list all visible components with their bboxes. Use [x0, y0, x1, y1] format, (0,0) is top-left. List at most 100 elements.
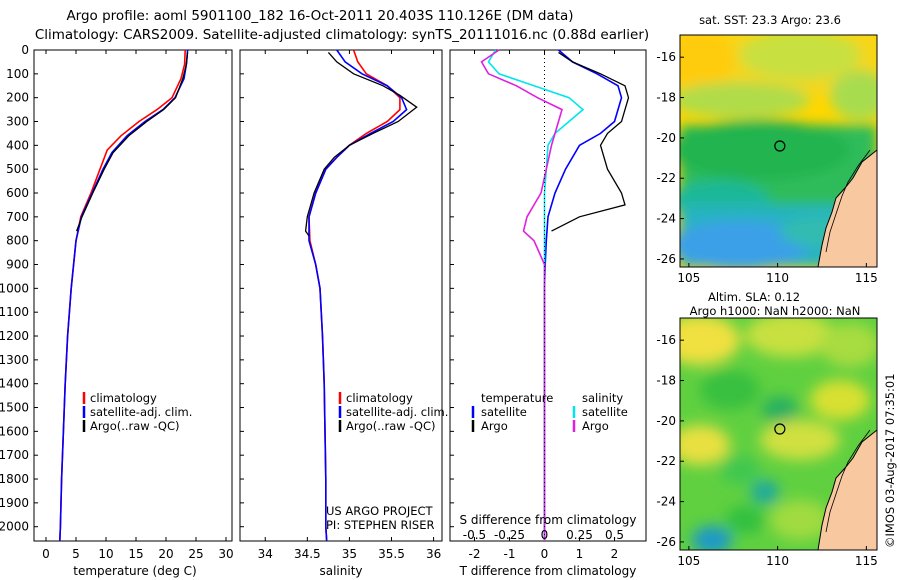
difference-plot: -2 -1 0 1 2 -0.5 -0.25 0 0.25 0.5 [463, 49, 630, 561]
depth-tick-label: 1500 [0, 401, 29, 415]
lat-tick-label: -26 [656, 535, 676, 549]
series-line-1 [551, 51, 630, 232]
series-line-3 [480, 49, 563, 541]
depth-tick-label: 300 [6, 115, 29, 129]
depth-tick-label: 1300 [0, 353, 29, 367]
legend-heading-temperature: temperature [481, 391, 553, 405]
s-tick-label: 0 [541, 528, 549, 542]
depth-tick-label: 0 [21, 43, 29, 57]
legend-label-s-satellite: satellite [582, 405, 628, 419]
x-tick-label: 15 [128, 547, 143, 561]
sla-map [680, 318, 877, 550]
x-tick-label: 25 [188, 547, 203, 561]
x-tick-label: -2 [469, 547, 481, 561]
series-line-1 [59, 49, 189, 542]
argo-float-marker [774, 423, 786, 435]
legend-label-argo: Argo(..raw -QC) [90, 419, 180, 433]
lat-tick-label: -18 [656, 374, 676, 388]
series-line-1 [308, 49, 408, 542]
legend-label-satellite: satellite-adj. clim. [346, 405, 448, 419]
x-tick-label: 35.5 [378, 547, 405, 561]
legend-label-t-argo: Argo [481, 419, 508, 433]
x-tick-label: 10 [98, 547, 113, 561]
lat-tick-label: -20 [656, 131, 676, 145]
lat-tick-label: -24 [656, 495, 676, 509]
sla-map-title: Altim. SLA: 0.12 [708, 290, 800, 304]
land-mass [817, 149, 877, 267]
x-tick-label: 35 [342, 547, 357, 561]
x-tick-label: 20 [158, 547, 173, 561]
legend-label-climatology: climatology [90, 391, 157, 405]
difference-xlabel-s: S difference from climatology [460, 513, 637, 527]
legend-label-satellite: satellite-adj. clim. [90, 405, 192, 419]
copyright-label: ©IMOS 03-Aug-2017 07:35:01 [883, 373, 897, 548]
legend-label-s-argo: Argo [582, 419, 609, 433]
x-tick-label: 34 [258, 547, 273, 561]
difference-panel-frame [449, 49, 647, 542]
temperature-panel-frame [33, 49, 233, 542]
x-tick-label: 30 [218, 547, 233, 561]
salinity-panel-frame [239, 49, 443, 542]
salinity-xlabel: salinity [319, 564, 362, 578]
s-tick-label: 0.25 [566, 528, 593, 542]
s-tick-label: 0.5 [605, 528, 624, 542]
temperature-xlabel: temperature (deg C) [73, 564, 196, 578]
depth-tick-label: 500 [6, 162, 29, 176]
sla-map-axes: 105 110 115 -16 -18 -20 -22 -24 -26 [656, 333, 877, 568]
depth-tick-label: 700 [6, 210, 29, 224]
x-tick-label: 5 [72, 547, 80, 561]
series-line-2 [75, 52, 189, 232]
depth-tick-label: 1200 [0, 329, 29, 343]
x-tick-label: 36 [426, 547, 441, 561]
depth-tick-label: 1700 [0, 448, 29, 462]
depth-tick-label: 200 [6, 91, 29, 105]
lat-tick-label: -16 [656, 50, 676, 64]
lat-tick-label: -20 [656, 414, 676, 428]
lon-tick-label: 110 [766, 554, 789, 568]
legend-label-t-satellite: satellite [481, 405, 527, 419]
depth-tick-label: 2000 [0, 520, 29, 534]
project-annotation: US ARGO PROJECT [326, 504, 434, 518]
lat-tick-label: -22 [656, 171, 676, 185]
x-tick-label: 0 [541, 547, 549, 561]
lon-tick-label: 105 [677, 554, 700, 568]
legend-label-argo: Argo(..raw -QC) [346, 419, 436, 433]
temperature-legend: climatology satellite-adj. clim. Argo(..… [82, 391, 192, 433]
lon-tick-label: 105 [677, 271, 700, 285]
lat-tick-label: -16 [656, 333, 676, 347]
depth-tick-label: 1800 [0, 472, 29, 486]
depth-tick-label: 1100 [0, 305, 29, 319]
series-line-2 [304, 51, 418, 237]
depth-axis: 0 100 200 300 400 500 600 700 800 900 1000 1100 1200… [0, 43, 454, 534]
depth-tick-label: 1600 [0, 424, 29, 438]
depth-tick-label: 600 [6, 186, 29, 200]
x-tick-label: -1 [504, 547, 516, 561]
salinity-plot: 34 34.5 35 35.5 36 [258, 49, 441, 561]
depth-tick-label: 1000 [0, 281, 29, 295]
sst-map-axes: 105 110 115 -16 -18 -20 -22 -24 -26 [656, 50, 877, 285]
difference-xlabel-t: T difference from climatology [459, 564, 637, 578]
lat-tick-label: -24 [656, 212, 676, 226]
depth-tick-label: 100 [6, 67, 29, 81]
series-line-2 [487, 49, 585, 541]
x-tick-label: 0 [42, 547, 50, 561]
difference-legend: temperature satellite Argo salinity sate… [471, 391, 628, 433]
depth-tick-label: 1400 [0, 377, 29, 391]
land-mass [817, 429, 877, 550]
x-tick-label: 34.5 [294, 547, 321, 561]
x-tick-label: 1 [576, 547, 584, 561]
x-tick-label: 2 [611, 547, 619, 561]
lon-tick-label: 115 [855, 271, 878, 285]
depth-tick-label: 900 [6, 258, 29, 272]
depth-tick-label: 400 [6, 138, 29, 152]
argo-float-marker [774, 140, 786, 152]
series-line-0 [59, 49, 186, 542]
depth-tick-label: 800 [6, 234, 29, 248]
sla-map-subtitle: Argo h1000: NaN h2000: NaN [690, 304, 861, 318]
lon-tick-label: 110 [766, 271, 789, 285]
header-line-2: Climatology: CARS2009. Satellite-adjuste… [35, 27, 649, 43]
series-line-0 [308, 49, 401, 542]
sst-map-title: sat. SST: 23.3 Argo: 23.6 [699, 13, 841, 27]
series-line-0 [543, 49, 623, 541]
